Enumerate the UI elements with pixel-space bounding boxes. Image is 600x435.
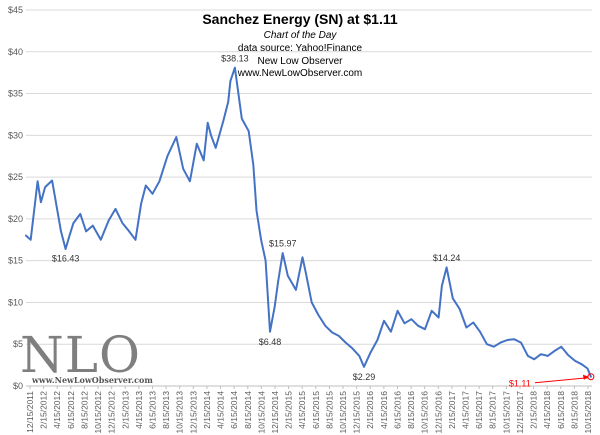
x-tick-label: 10/15/2016 [420, 391, 430, 434]
x-tick-label: 12/15/2016 [433, 391, 443, 434]
chart-title: Sanchez Energy (SN) at $1.11 [202, 11, 398, 27]
x-tick-label: 10/15/2018 [583, 391, 593, 434]
price-annotation: $2.29 [353, 372, 376, 382]
y-tick-label: $25 [8, 172, 23, 182]
x-tick-label: 10/15/2013 [175, 391, 185, 434]
y-tick-label: $35 [8, 89, 23, 99]
x-tick-label: 2/15/2013 [120, 391, 130, 429]
x-tick-label: 12/15/2017 [515, 391, 525, 434]
x-tick-label: 8/15/2013 [161, 391, 171, 429]
x-tick-label: 4/15/2015 [297, 391, 307, 429]
x-tick-label: 8/15/2017 [488, 391, 498, 429]
price-series-line [25, 66, 592, 378]
y-tick-label: $40 [8, 47, 23, 57]
y-tick-label: $20 [8, 214, 23, 224]
x-tick-label: 2/15/2018 [529, 391, 539, 429]
price-annotation: $14.24 [433, 253, 461, 263]
x-tick-label: 6/15/2013 [147, 391, 157, 429]
x-tick-label: 4/15/2018 [542, 391, 552, 429]
arrow-head [582, 374, 589, 380]
price-annotation: $16.43 [52, 254, 80, 264]
website-url: www.NewLowObserver.com [237, 68, 363, 79]
x-tick-label: 10/15/2014 [256, 391, 266, 434]
x-tick-label: 2/15/2016 [365, 391, 375, 429]
nlo-logo: NLO www.NewLowObserver.com [20, 326, 153, 388]
x-tick-label: 8/15/2016 [406, 391, 416, 429]
credit: New Low Observer [257, 56, 343, 67]
x-tick-label: 12/15/2012 [107, 391, 117, 434]
y-tick-label: $0 [13, 381, 23, 391]
x-tick-label: 10/15/2012 [93, 391, 103, 434]
x-tick-label: 2/15/2017 [447, 391, 457, 429]
x-tick-label: 2/15/2012 [39, 391, 49, 429]
x-tick-label: 2/15/2014 [202, 391, 212, 429]
logo-url: www.NewLowObserver.com [32, 375, 153, 385]
y-tick-label: $15 [8, 256, 23, 266]
x-tick-label: 12/15/2015 [352, 391, 362, 434]
x-tick-label: 8/15/2012 [79, 391, 89, 429]
x-tick-label: 10/15/2017 [501, 391, 511, 434]
x-tick-label: 6/15/2018 [556, 391, 566, 429]
x-tick-label: 4/15/2013 [134, 391, 144, 429]
y-tick-label: $45 [8, 5, 23, 15]
x-tick-label: 8/15/2018 [569, 391, 579, 429]
chart-subtitle: Chart of the Day [263, 30, 337, 41]
x-tick-label: 4/15/2017 [461, 391, 471, 429]
x-tick-label: 10/15/2015 [338, 391, 348, 434]
annotations: $16.43 $38.13 $6.48 $15.97 $2.29 $14.24 $1.11 [52, 53, 595, 389]
x-tick-label: 4/15/2016 [379, 391, 389, 429]
x-tick-label: 4/15/2014 [216, 391, 226, 429]
data-source: data source: Yahoo!Finance [237, 43, 363, 54]
x-tick-label: 6/15/2016 [392, 391, 402, 429]
y-tick-label: $10 [8, 297, 23, 307]
price-annotation: $6.48 [259, 337, 282, 347]
x-tick-label: 6/15/2012 [66, 391, 76, 429]
y-tick-label: $30 [8, 130, 23, 140]
x-tick-label: 6/15/2017 [474, 391, 484, 429]
x-tick-label: 6/15/2014 [229, 391, 239, 429]
axes: $0 $5 $10 $15 $20 $25 $30 $35 $40 $45 12/15/2011 2/… [8, 5, 593, 434]
annotation-arrow [534, 377, 588, 384]
price-annotation: $15.97 [269, 239, 297, 249]
price-annotation: $38.13 [221, 53, 249, 63]
y-tick-label: $5 [13, 339, 23, 349]
x-tick-label: 12/15/2011 [25, 391, 35, 433]
x-tick-label: 2/15/2015 [284, 391, 294, 429]
price-annotation: $1.11 [509, 379, 531, 389]
x-tick-label: 12/15/2014 [270, 391, 280, 434]
x-tick-label: 8/15/2014 [243, 391, 253, 429]
x-tick-label: 6/15/2015 [311, 391, 321, 429]
series-layer [25, 66, 592, 378]
current-price-marker [587, 373, 595, 381]
x-tick-label: 8/15/2015 [324, 391, 334, 429]
x-tick-label: 12/15/2013 [188, 391, 198, 434]
x-tick-label: 4/15/2012 [52, 391, 62, 429]
gridlines [26, 9, 592, 387]
logo-wordmark: NLO [20, 326, 141, 384]
